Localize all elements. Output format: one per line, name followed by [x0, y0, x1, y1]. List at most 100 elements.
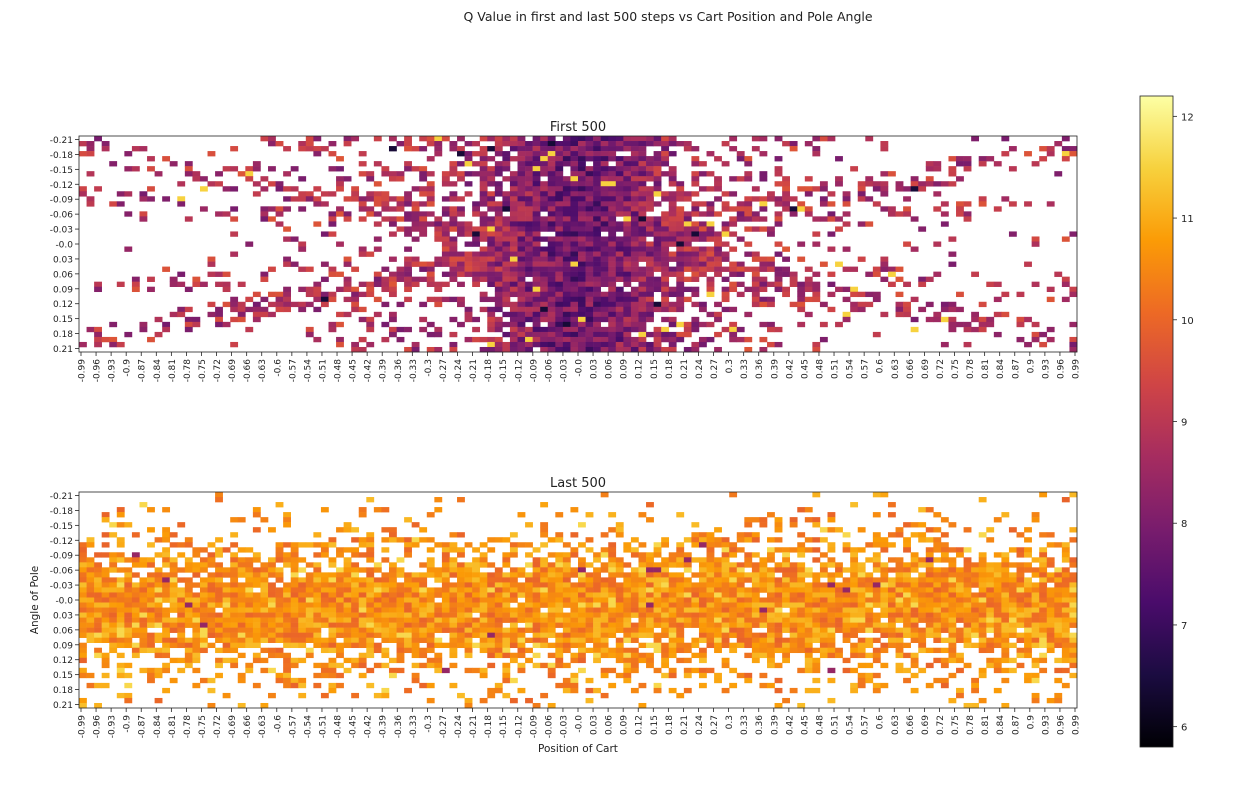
heatmap-cell	[177, 657, 186, 664]
heatmap-cell	[547, 241, 556, 247]
heatmap-cell	[782, 562, 790, 568]
heatmap-cell	[124, 211, 133, 217]
heatmap-cell	[940, 657, 949, 664]
heatmap-cell	[925, 557, 934, 563]
heatmap-cell	[237, 557, 246, 563]
heatmap-cell	[313, 296, 322, 303]
heatmap-cell	[237, 672, 246, 679]
heatmap-cell	[653, 251, 662, 257]
heatmap-cell	[139, 592, 148, 598]
heatmap-cell	[555, 186, 564, 192]
heatmap-cell	[373, 627, 382, 633]
heatmap-cell	[661, 602, 670, 608]
heatmap-cell	[751, 517, 760, 523]
heatmap-cell	[494, 602, 503, 608]
x-tick-label: -0.78	[183, 359, 193, 383]
heatmap-cell	[759, 522, 768, 528]
heatmap-cell	[419, 146, 428, 152]
heatmap-cell	[615, 672, 624, 679]
heatmap-cell	[714, 186, 722, 192]
heatmap-cell	[570, 261, 579, 267]
heatmap-cell	[903, 311, 911, 318]
heatmap-cell	[540, 271, 549, 277]
heatmap-cell	[275, 672, 284, 679]
heatmap-cell	[215, 602, 223, 608]
heatmap-cell	[593, 567, 601, 573]
heatmap-cell	[509, 652, 518, 659]
heatmap-cell	[668, 642, 677, 649]
heatmap-cell	[237, 632, 246, 638]
heatmap-cell	[139, 321, 148, 328]
heatmap-cell	[162, 662, 171, 669]
heatmap-cell	[895, 607, 904, 613]
heatmap-cell	[887, 592, 896, 598]
heatmap-cell	[525, 231, 533, 237]
heatmap-cell	[358, 652, 367, 659]
heatmap-cell	[661, 286, 670, 293]
heatmap-cell	[661, 572, 670, 578]
heatmap-cell	[804, 587, 813, 593]
heatmap-cell	[139, 647, 148, 654]
heatmap-cell	[767, 602, 775, 608]
x-tick-label: 0.42	[785, 359, 795, 379]
heatmap-cell	[525, 261, 533, 267]
heatmap-cell	[260, 587, 269, 593]
heatmap-cell	[933, 637, 942, 643]
heatmap-cell	[1001, 196, 1010, 202]
heatmap-cell	[328, 617, 337, 623]
heatmap-cell	[396, 301, 405, 308]
heatmap-cell	[630, 667, 639, 674]
heatmap-cell	[683, 592, 692, 598]
heatmap-cell	[494, 682, 503, 689]
heatmap-cell	[630, 196, 639, 202]
heatmap-cell	[449, 271, 458, 277]
heatmap-cell	[131, 602, 140, 608]
heatmap-cell	[706, 537, 715, 543]
heatmap-cell	[615, 522, 624, 528]
heatmap-cell	[109, 201, 118, 207]
heatmap-cell	[404, 622, 412, 628]
heatmap-cell	[608, 346, 617, 353]
heatmap-cell	[767, 657, 775, 664]
heatmap-cell	[298, 176, 307, 182]
heatmap-cell	[116, 512, 125, 518]
heatmap-cell	[313, 617, 322, 623]
heatmap-cell	[827, 697, 836, 704]
x-tick-label: -0.06	[544, 359, 554, 383]
heatmap-cell	[948, 166, 957, 172]
heatmap-cell	[328, 597, 337, 603]
heatmap-cell	[585, 617, 594, 623]
heatmap-cell	[608, 241, 617, 247]
heatmap-cell	[494, 236, 503, 242]
heatmap-cell	[797, 667, 806, 674]
heatmap-cell	[819, 196, 828, 202]
heatmap-cell	[819, 582, 828, 588]
heatmap-cell	[555, 286, 564, 293]
heatmap-cell	[729, 597, 738, 603]
heatmap-cell	[918, 597, 927, 603]
heatmap-cell	[857, 597, 866, 603]
heatmap-cell	[472, 582, 481, 588]
heatmap-cell	[419, 582, 428, 588]
heatmap-cell	[411, 582, 420, 588]
heatmap-cell	[328, 542, 337, 548]
heatmap-cell	[933, 206, 942, 212]
heatmap-cell	[199, 642, 208, 649]
heatmap-cell	[789, 632, 798, 638]
heatmap-cell	[404, 582, 412, 588]
heatmap-cell	[736, 602, 745, 608]
heatmap-cell	[336, 547, 344, 553]
x-tick-label: -0.54	[303, 359, 313, 383]
heatmap-cell	[804, 652, 813, 659]
heatmap-cell	[298, 597, 307, 603]
heatmap-cell	[570, 652, 579, 659]
heatmap-cell	[525, 156, 533, 162]
heatmap-cell	[661, 617, 670, 623]
heatmap-cell	[305, 542, 314, 548]
heatmap-cell	[305, 607, 314, 613]
heatmap-cell	[426, 622, 435, 628]
heatmap-cell	[79, 562, 87, 568]
heatmap-cell	[139, 196, 148, 202]
heatmap-cell	[691, 522, 700, 528]
heatmap-cell	[736, 271, 745, 277]
